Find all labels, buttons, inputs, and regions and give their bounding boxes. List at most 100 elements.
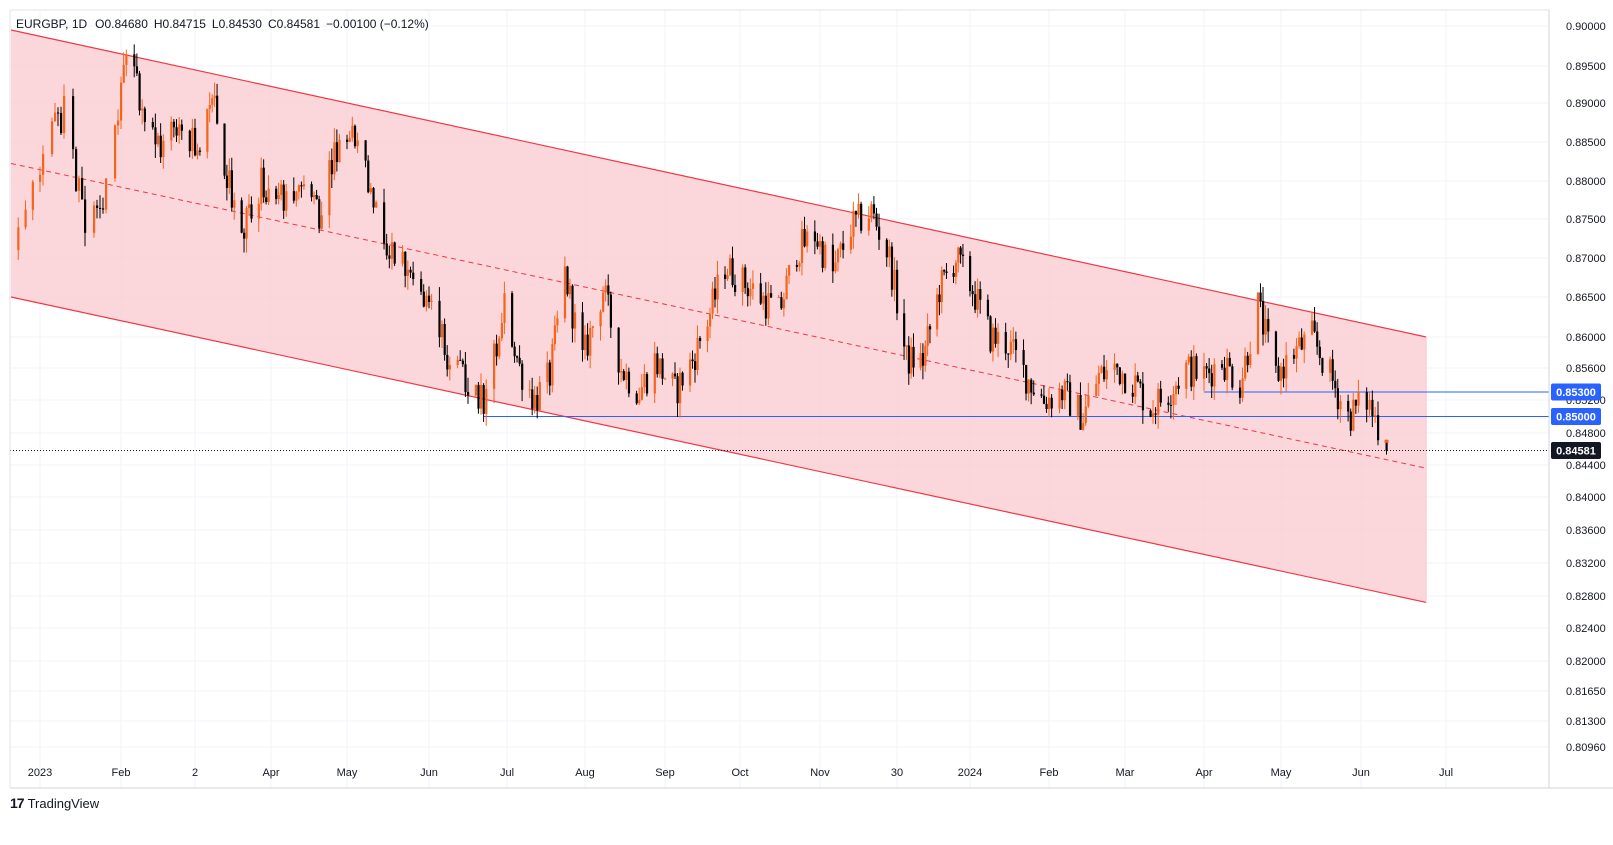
candle-body xyxy=(751,283,755,289)
x-tick-label: Oct xyxy=(731,767,748,779)
candle-body xyxy=(1131,392,1134,397)
candle xyxy=(120,76,123,129)
candle xyxy=(96,199,99,219)
candle-body xyxy=(1292,355,1296,359)
candle xyxy=(568,278,572,299)
candle-body xyxy=(640,387,643,400)
candle-body xyxy=(216,95,219,124)
candle-body xyxy=(372,188,375,208)
candle xyxy=(674,362,677,379)
candle xyxy=(1105,360,1108,390)
candle xyxy=(328,151,331,229)
candle xyxy=(824,241,827,271)
candle-body xyxy=(979,288,982,300)
candle-body xyxy=(679,372,682,404)
candle xyxy=(1124,373,1127,394)
candle-body xyxy=(1282,366,1285,379)
candle-body xyxy=(333,142,336,175)
candle-body xyxy=(477,384,480,409)
candle xyxy=(482,383,485,422)
y-tick-label: 0.89500 xyxy=(1566,61,1606,73)
candle xyxy=(216,83,219,125)
candle-body xyxy=(726,275,729,279)
candle xyxy=(854,210,858,227)
candle xyxy=(1061,385,1064,409)
candle-body xyxy=(275,188,278,200)
candle xyxy=(247,194,251,216)
candle xyxy=(1118,367,1121,386)
candle xyxy=(1022,339,1025,378)
candle-body xyxy=(313,195,316,198)
candle-body xyxy=(1079,395,1082,430)
candle xyxy=(1374,406,1377,423)
candle xyxy=(907,336,910,385)
time-axis[interactable]: 2023 Feb 2 Apr May Jun Jul Aug Sep Oct Nov 30 2024 Fe… xyxy=(28,767,1453,779)
candle-body xyxy=(1352,399,1355,431)
candle xyxy=(1246,351,1249,373)
candle-last xyxy=(1384,439,1389,455)
candle-body xyxy=(943,270,946,272)
candle-body xyxy=(664,378,667,380)
candle-body xyxy=(734,285,737,293)
candle-body xyxy=(1141,383,1145,411)
candle xyxy=(1280,362,1283,395)
candle xyxy=(1277,357,1280,382)
candle-body xyxy=(1213,364,1216,387)
candle-body xyxy=(912,346,915,368)
candle xyxy=(448,356,451,381)
candle xyxy=(348,130,351,143)
candle xyxy=(1223,356,1226,382)
candle xyxy=(800,220,804,276)
candle-body xyxy=(1303,334,1306,350)
candle xyxy=(834,250,837,274)
candle xyxy=(117,109,120,135)
candle-body xyxy=(1316,331,1319,347)
candle-body xyxy=(1357,391,1360,406)
candle-body xyxy=(749,288,752,297)
candle-body xyxy=(1192,356,1196,387)
candle xyxy=(141,99,144,125)
candle-body xyxy=(903,313,906,347)
candle-body xyxy=(573,312,577,329)
candle xyxy=(536,386,539,419)
candle xyxy=(795,259,798,272)
candle-body xyxy=(798,263,801,267)
candle-body xyxy=(1118,367,1121,384)
price-axis[interactable]: 0.90000 0.89500 0.89000 0.88500 0.88000 0.875… xyxy=(1566,21,1606,754)
candle-body xyxy=(872,204,876,214)
candle-body xyxy=(443,324,446,355)
candle xyxy=(819,234,822,255)
candle xyxy=(422,284,425,308)
candle-body xyxy=(1032,392,1035,395)
candle xyxy=(351,116,354,142)
candle xyxy=(878,213,881,250)
candle xyxy=(961,243,965,268)
candle-body xyxy=(456,359,459,366)
candle xyxy=(726,268,729,281)
candle-body xyxy=(548,362,551,386)
legend[interactable]: EURGBP, 1D O0.84680 H0.84715 L0.84530 C0.845… xyxy=(16,17,429,31)
candle xyxy=(518,345,521,367)
current-price-tag-bg xyxy=(1551,442,1601,460)
candle xyxy=(979,281,982,314)
candle xyxy=(223,123,226,180)
candle-body xyxy=(245,208,248,239)
candle-body xyxy=(191,127,194,152)
candle-body xyxy=(1084,406,1087,424)
candle-body xyxy=(1139,381,1142,384)
candle-body xyxy=(211,98,214,105)
candle-body xyxy=(1223,367,1226,381)
candle-body xyxy=(609,294,613,328)
candle xyxy=(401,245,404,267)
legend-interval: 1D xyxy=(72,17,88,31)
candle xyxy=(696,325,699,376)
candle-body xyxy=(1190,356,1193,387)
candle xyxy=(714,277,717,308)
candle xyxy=(533,385,536,414)
candle xyxy=(1321,357,1324,376)
candle-body xyxy=(661,358,664,379)
candle xyxy=(744,264,747,294)
candle-body xyxy=(1152,413,1155,417)
tradingview-brand[interactable]: 17 TradingView xyxy=(10,795,99,811)
